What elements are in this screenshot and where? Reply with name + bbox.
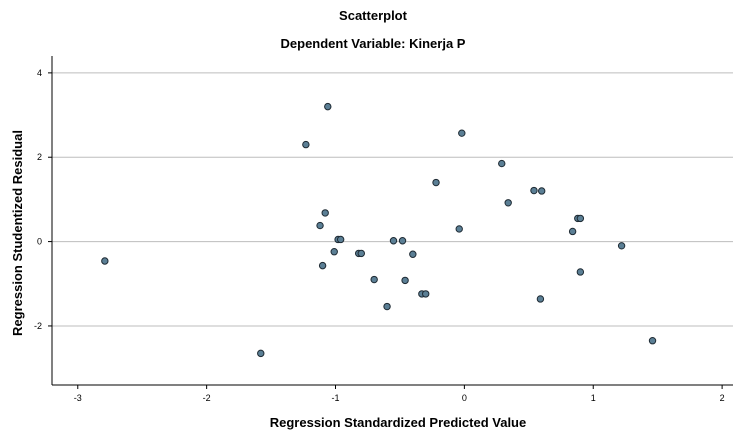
- scatter-point: [410, 251, 416, 257]
- scatter-point: [538, 188, 544, 194]
- scatter-points: [102, 103, 656, 356]
- x-tick-label: 1: [591, 393, 596, 403]
- scatter-point: [537, 296, 543, 302]
- scatter-point: [390, 238, 396, 244]
- y-tick-label: -2: [34, 321, 42, 331]
- scatter-point: [618, 243, 624, 249]
- scatter-point: [456, 226, 462, 232]
- scatter-point: [459, 130, 465, 136]
- scatter-point: [325, 103, 331, 109]
- x-axis-label: Regression Standardized Predicted Value: [270, 415, 526, 430]
- x-tick-label: -1: [332, 393, 340, 403]
- scatter-point: [371, 276, 377, 282]
- scatter-point: [331, 249, 337, 255]
- chart-title: Scatterplot: [339, 8, 408, 23]
- chart-subtitle: Dependent Variable: Kinerja P: [281, 36, 466, 51]
- scatter-point: [531, 187, 537, 193]
- scatter-point: [322, 210, 328, 216]
- x-tick-label: -2: [203, 393, 211, 403]
- scatter-point: [577, 215, 583, 221]
- y-axis-label: Regression Studentized Residual: [10, 130, 25, 336]
- scatter-point: [303, 141, 309, 147]
- x-tick-label: -3: [74, 393, 82, 403]
- scatter-point: [317, 222, 323, 228]
- scatter-point: [505, 200, 511, 206]
- y-tick-label: 2: [37, 152, 42, 162]
- axis-ticks: 4 2 0 -2 -3 -2 -1 0 1 2: [34, 68, 725, 403]
- x-tick-label: 0: [462, 393, 467, 403]
- scatter-point: [358, 250, 364, 256]
- scatter-point: [499, 160, 505, 166]
- grid-lines: [52, 73, 733, 326]
- scatter-point: [258, 350, 264, 356]
- scatter-point: [569, 228, 575, 234]
- scatter-point: [337, 236, 343, 242]
- y-tick-label: 0: [37, 237, 42, 247]
- scatter-point: [649, 338, 655, 344]
- scatter-point: [577, 269, 583, 275]
- scatter-point: [433, 179, 439, 185]
- scatter-point: [402, 277, 408, 283]
- scatter-point: [384, 303, 390, 309]
- scatter-point: [319, 262, 325, 268]
- x-tick-label: 2: [720, 393, 725, 403]
- scatter-point: [423, 291, 429, 297]
- y-tick-label: 4: [37, 68, 42, 78]
- scatter-point: [399, 238, 405, 244]
- scatter-point: [102, 258, 108, 264]
